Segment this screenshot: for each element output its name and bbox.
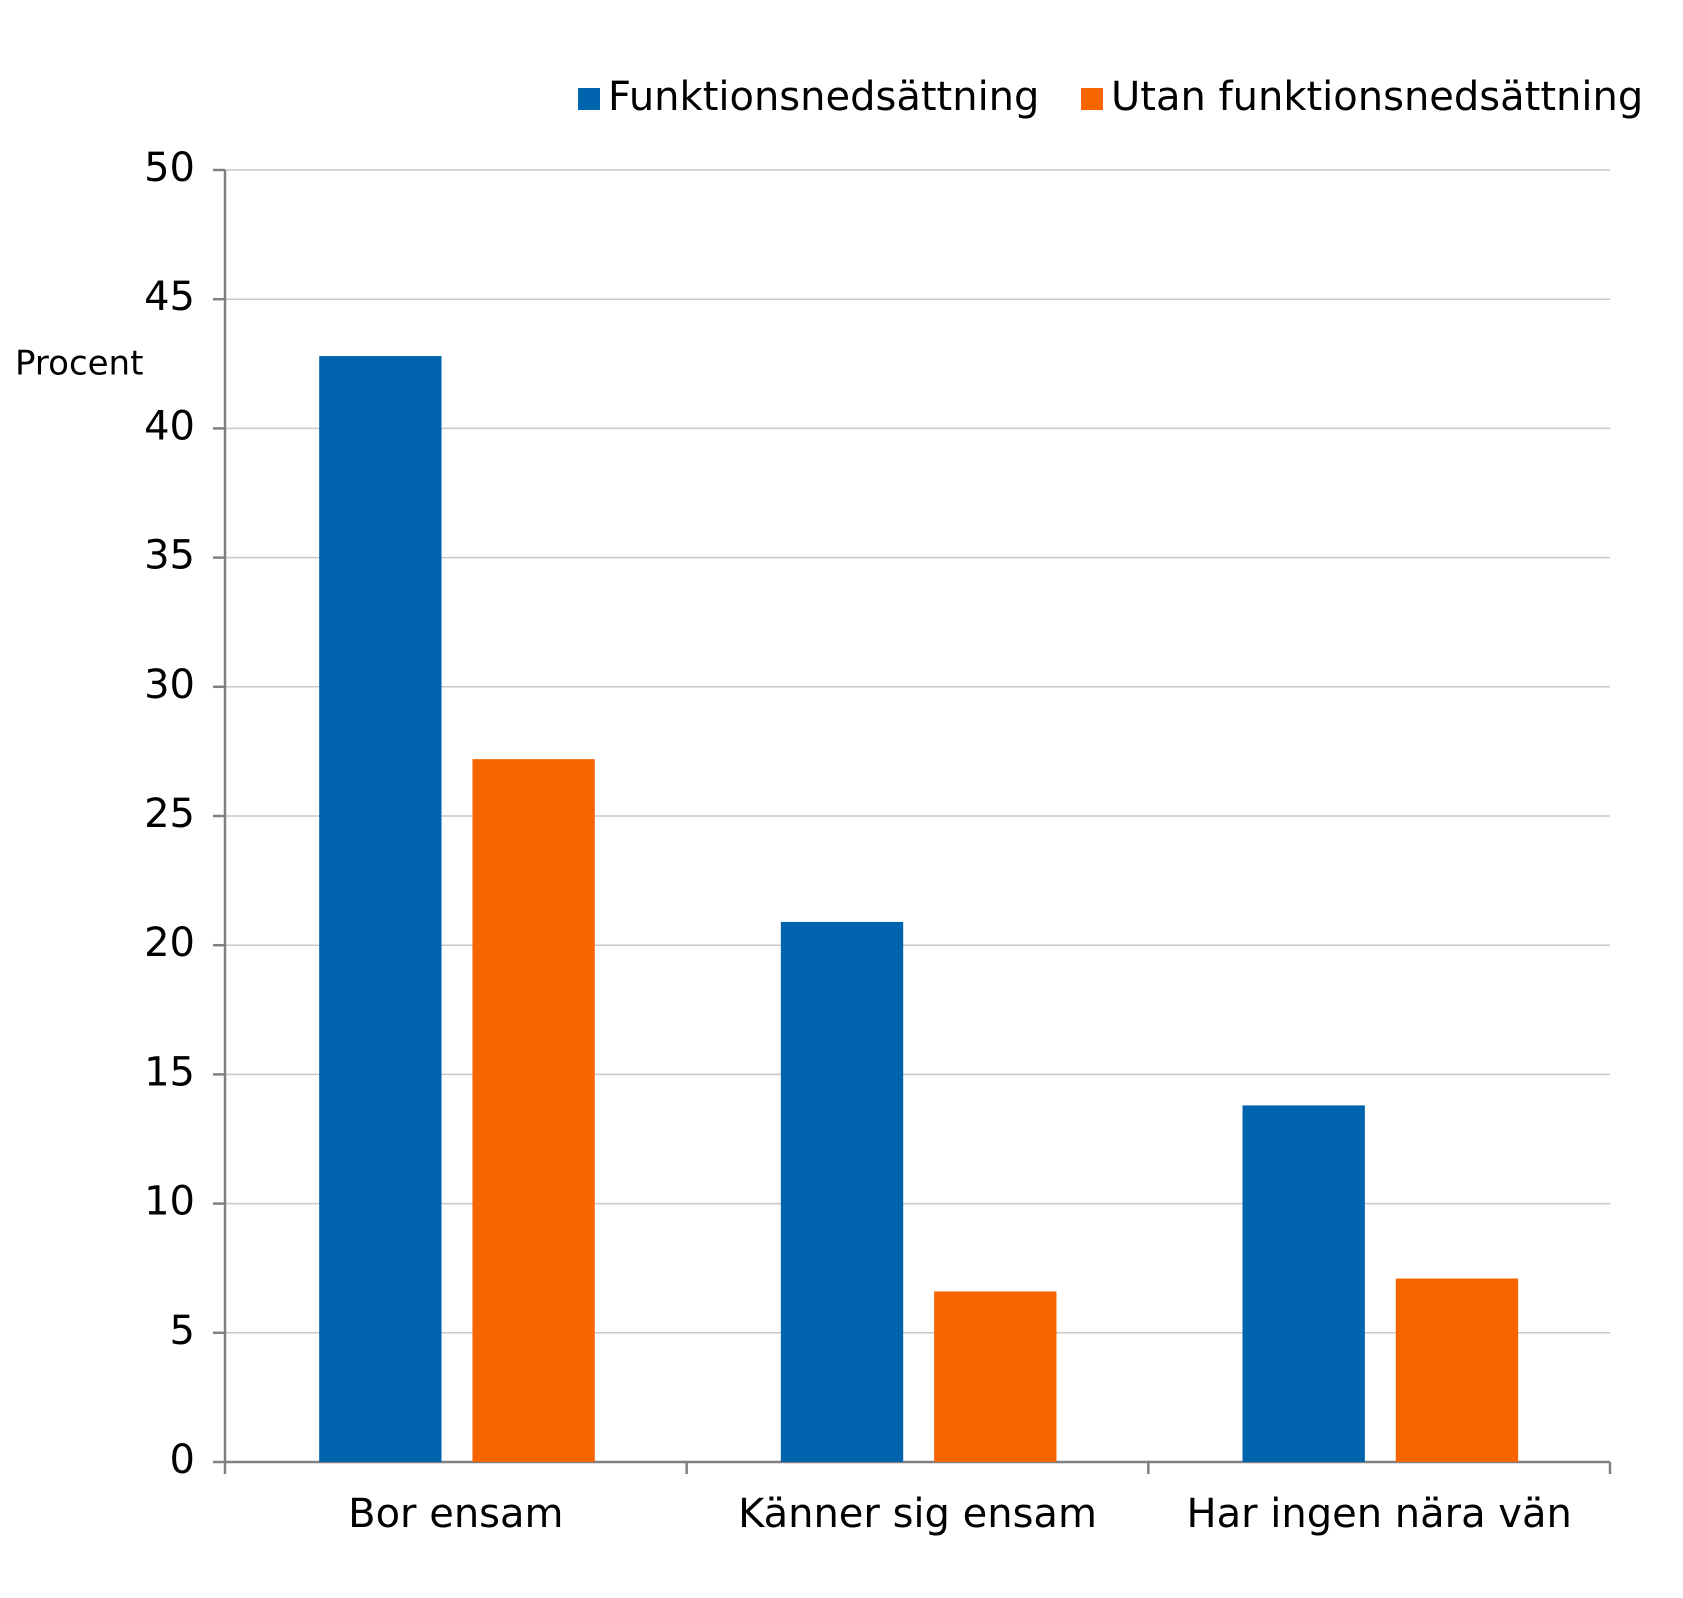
bar bbox=[472, 759, 595, 1462]
legend-swatch bbox=[578, 88, 600, 110]
legend-swatch bbox=[1081, 88, 1103, 110]
bar bbox=[1242, 1105, 1365, 1462]
bar bbox=[780, 921, 904, 1462]
y-tick-label: 45 bbox=[144, 274, 195, 320]
y-tick-label: 20 bbox=[144, 920, 195, 966]
y-tick-label: 25 bbox=[144, 791, 195, 837]
y-tick-label: 40 bbox=[144, 403, 195, 449]
y-tick-label: 0 bbox=[170, 1437, 195, 1483]
legend-label: Utan funktionsnedsättning bbox=[1111, 74, 1643, 120]
x-tick-label: Har ingen nära vän bbox=[1186, 1491, 1571, 1537]
y-tick-label: 30 bbox=[144, 662, 195, 708]
y-axis-label: Procent bbox=[15, 344, 143, 384]
legend-label: Funktionsnedsättning bbox=[608, 74, 1039, 120]
y-tick-label: 5 bbox=[170, 1308, 195, 1354]
y-tick-label: 50 bbox=[144, 145, 195, 191]
y-tick-label: 35 bbox=[144, 533, 195, 579]
x-tick-label: Bor ensam bbox=[348, 1491, 563, 1537]
bar bbox=[934, 1291, 1057, 1462]
bar bbox=[319, 356, 442, 1463]
y-tick-label: 15 bbox=[144, 1049, 195, 1095]
x-tick-label: Känner sig ensam bbox=[738, 1491, 1097, 1537]
bar bbox=[1395, 1278, 1519, 1462]
y-tick-label: 10 bbox=[144, 1179, 195, 1225]
